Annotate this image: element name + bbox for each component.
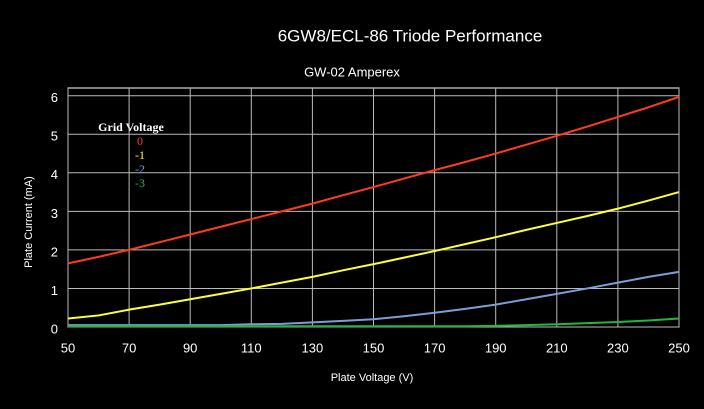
- x-tick-label: 110: [241, 340, 262, 355]
- legend-entry: -1: [135, 148, 145, 162]
- x-tick-label: 50: [61, 340, 75, 355]
- y-tick-label: 0: [51, 321, 58, 336]
- y-tick-label: 5: [51, 129, 58, 144]
- y-axis-label: Plate Current (mA): [23, 176, 35, 268]
- chart-title: 6GW8/ECL-86 Triode Performance: [278, 26, 543, 45]
- y-tick-label: 6: [51, 90, 58, 105]
- x-tick-label: 70: [122, 340, 136, 355]
- series-line: [68, 270, 680, 327]
- series-line: [67, 191, 680, 320]
- x-axis-label: Plate Voltage (V): [331, 372, 414, 384]
- x-tick-label: 90: [183, 340, 197, 355]
- y-tick-label: 1: [51, 283, 58, 298]
- x-tick-label: 230: [607, 340, 629, 355]
- series-line: [68, 317, 680, 328]
- x-tick-label: 210: [546, 340, 568, 355]
- legend-entry: 0: [137, 134, 143, 148]
- legend-entry: -2: [135, 162, 145, 176]
- legend-title: Grid Voltage: [98, 120, 164, 134]
- legend-entry: -3: [135, 176, 145, 190]
- x-tick-label: 150: [363, 340, 385, 355]
- y-tick-label: 2: [51, 244, 58, 259]
- y-tick-label: 4: [51, 167, 58, 182]
- chart-subtitle: GW-02 Amperex: [304, 64, 400, 79]
- series-line: [67, 95, 680, 265]
- x-tick-label: 170: [424, 340, 446, 355]
- x-tick-label: 130: [302, 340, 324, 355]
- x-tick-label: 250: [668, 340, 690, 355]
- x-tick-label: 190: [485, 340, 507, 355]
- y-tick-label: 3: [51, 206, 58, 221]
